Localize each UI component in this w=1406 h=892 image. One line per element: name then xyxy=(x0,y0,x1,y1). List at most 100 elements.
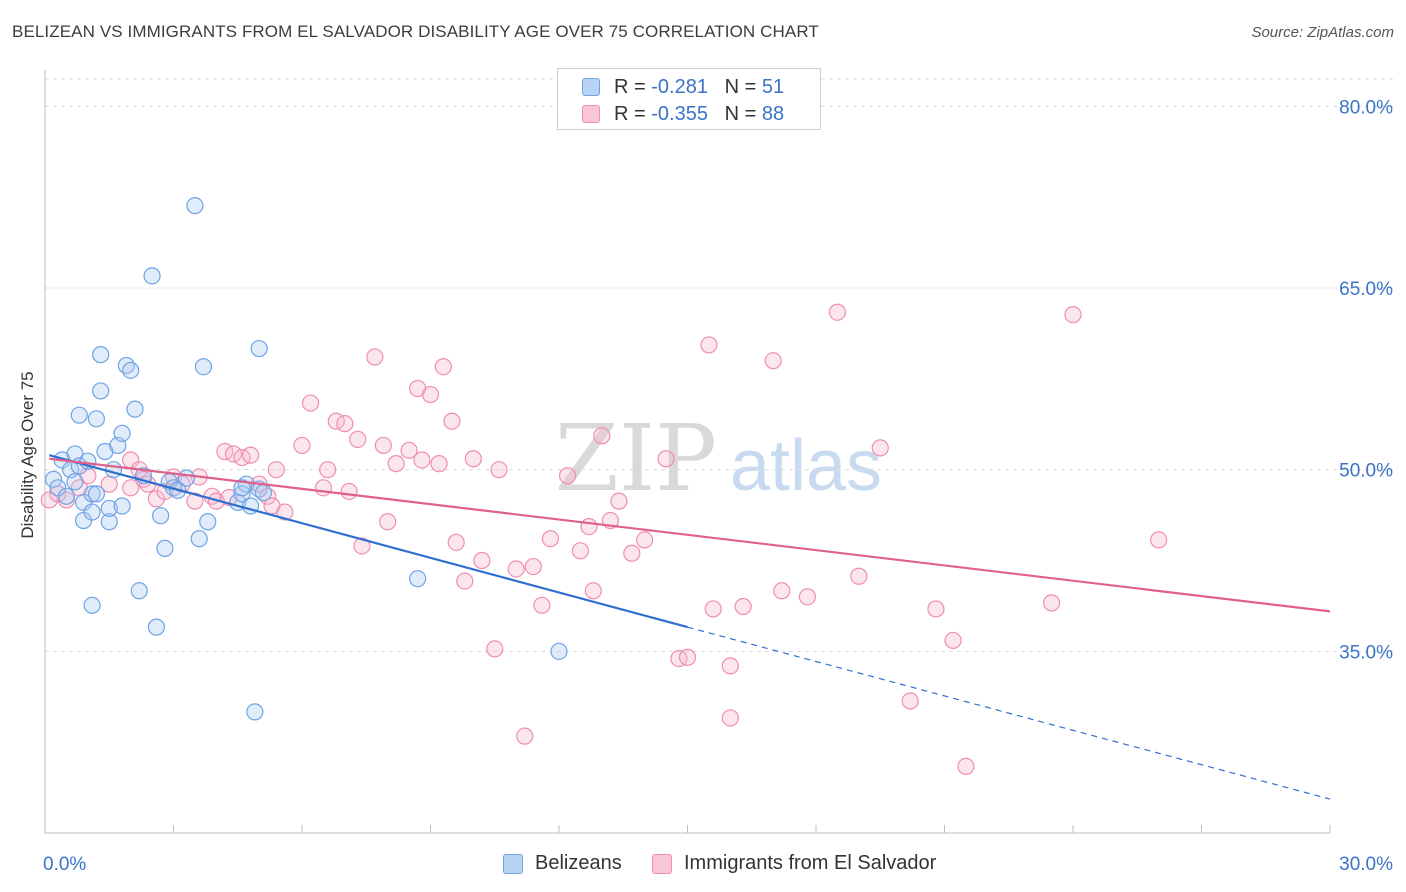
el-salvador-point xyxy=(670,649,688,668)
el-salvador-point xyxy=(533,596,551,614)
el-salvador-point xyxy=(353,537,371,555)
el-salvador-point xyxy=(224,445,243,463)
y-tick-label: 35.0% xyxy=(1339,642,1393,663)
el-salvador-point xyxy=(927,600,945,618)
belizean-point xyxy=(143,267,161,285)
n-value: 88 xyxy=(761,103,785,125)
legend-swatch-el-salvador xyxy=(582,105,600,123)
legend-text-belizeans: R = -0.281 N = 51 xyxy=(614,76,784,99)
el-salvador-point xyxy=(901,692,919,710)
el-salvador-point xyxy=(456,572,474,590)
n-label: N = xyxy=(724,103,757,125)
belizean-point xyxy=(57,487,76,505)
r-value: -0.355 xyxy=(651,103,708,125)
el-salvador-point xyxy=(242,446,260,464)
axes xyxy=(44,70,1331,834)
el-salvador-point xyxy=(721,709,739,727)
r-label: R = xyxy=(614,103,646,125)
el-salvador-point xyxy=(374,436,392,455)
belizean-point xyxy=(250,339,268,358)
y-tick-label: 65.0% xyxy=(1339,279,1393,300)
belizean-point xyxy=(87,410,106,428)
n-value: 51 xyxy=(761,76,785,98)
el-salvador-point xyxy=(571,542,590,560)
belizean-point xyxy=(156,539,174,557)
belizean-point xyxy=(83,485,101,503)
el-salvador-point xyxy=(584,582,602,600)
belizean-point xyxy=(122,361,140,379)
belizean-point xyxy=(66,473,84,491)
el-salvador-point xyxy=(704,600,722,618)
bottom-legend-swatch-el-salvador xyxy=(652,854,672,874)
el-salvador-point xyxy=(871,439,889,457)
belizean-point xyxy=(113,424,131,442)
el-salvador-point xyxy=(610,492,628,510)
n-label: N = xyxy=(724,76,757,98)
el-salvador-point xyxy=(293,436,311,455)
trend-lines xyxy=(48,454,1331,800)
el-salvador-point xyxy=(464,450,482,468)
el-salvador-point xyxy=(413,451,431,469)
el-salvador-point xyxy=(623,544,641,562)
el-salvador-point xyxy=(314,479,333,497)
belizean-point xyxy=(233,485,251,503)
el-salvador-point xyxy=(678,648,697,666)
el-salvador-point xyxy=(944,631,962,650)
belizean-point xyxy=(83,596,101,614)
belizean-point xyxy=(130,582,148,600)
belizean-point xyxy=(254,484,273,502)
el-salvador-point xyxy=(301,394,320,412)
source-label: Source: ZipAtlas.com xyxy=(1251,24,1394,41)
belizeans-trend-line xyxy=(48,454,688,629)
el-salvador-point xyxy=(186,492,204,510)
el-salvador-point xyxy=(349,430,367,448)
el-salvador-point xyxy=(516,727,534,745)
el-salvador-point xyxy=(379,513,397,531)
belizean-point xyxy=(104,461,123,479)
el-salvador-trend-line xyxy=(49,457,1331,613)
belizean-point xyxy=(190,530,208,548)
el-salvador-point xyxy=(473,551,491,570)
el-salvador-point xyxy=(40,491,58,509)
belizean-point xyxy=(199,513,217,531)
belizean-point xyxy=(233,479,251,497)
belizean-point xyxy=(92,346,110,364)
el-salvador-point xyxy=(798,588,817,606)
bottom-legend-swatch-belizeans xyxy=(503,854,523,874)
belizean-point xyxy=(70,406,88,424)
el-salvador-point xyxy=(336,415,354,433)
el-salvador-point xyxy=(721,657,739,675)
el-salvador-point xyxy=(507,560,525,578)
el-salvador-point xyxy=(524,557,542,576)
el-salvador-point xyxy=(734,597,752,616)
belizean-point xyxy=(177,469,195,487)
belizean-point xyxy=(92,382,110,400)
el-salvador-point xyxy=(267,461,285,479)
y-axis-label: Disability Age Over 75 xyxy=(18,371,37,538)
correlation-legend: R = -0.281 N = 51 R = -0.355 N = 88 xyxy=(557,68,821,130)
el-salvador-point xyxy=(122,479,140,497)
y-tick-labels: 80.0% 65.0% 50.0% 35.0% xyxy=(1339,97,1393,663)
belizean-point xyxy=(44,470,63,488)
el-salvador-point xyxy=(1064,306,1082,324)
belizean-point xyxy=(194,358,213,376)
el-salvador-point xyxy=(400,441,418,459)
r-value: -0.281 xyxy=(651,76,708,98)
el-salvador-point xyxy=(443,412,461,430)
el-salvador-point xyxy=(580,517,598,536)
belizean-point xyxy=(83,503,101,521)
watermark-zip: ZIP xyxy=(555,405,717,512)
el-salvador-point xyxy=(541,530,560,548)
grid-lines xyxy=(45,78,1393,652)
el-salvador-point xyxy=(490,461,508,479)
el-salvador-point xyxy=(340,482,358,501)
y-tick-label: 80.0% xyxy=(1339,97,1393,118)
belizean-point xyxy=(126,400,144,418)
belizean-point xyxy=(246,703,264,721)
belizeans-trend-extension xyxy=(687,626,1331,800)
belizean-point xyxy=(87,485,106,503)
el-salvador-point xyxy=(657,450,675,468)
belizean-point xyxy=(550,642,568,660)
belizean-point xyxy=(100,513,118,531)
el-salvador-point xyxy=(387,455,405,473)
